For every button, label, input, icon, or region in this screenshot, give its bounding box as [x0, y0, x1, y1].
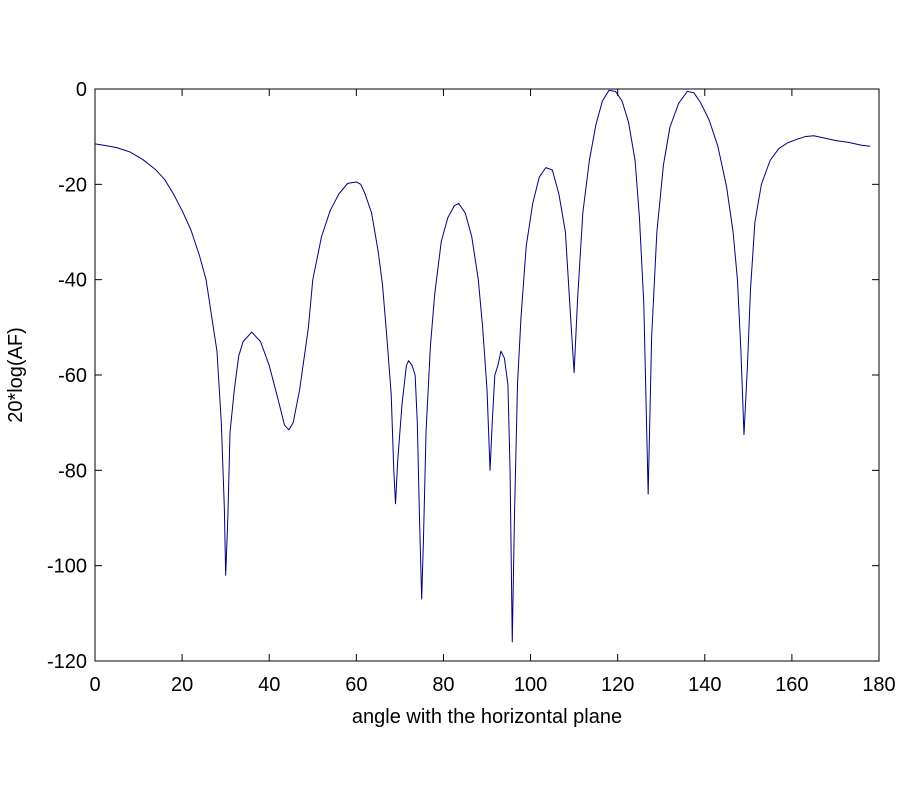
- x-tick-label: 80: [432, 674, 454, 696]
- y-tick-label: -60: [58, 365, 87, 387]
- x-tick-label: 40: [258, 674, 280, 696]
- series-line: [94, 89, 871, 643]
- x-tick-label: 100: [514, 674, 547, 696]
- y-tick-label: -40: [58, 270, 87, 292]
- data-series: [94, 89, 871, 643]
- x-tick-label: 180: [862, 674, 895, 696]
- x-tick-label: 160: [775, 674, 808, 696]
- y-axis-label: 20*log(AF): [5, 327, 27, 423]
- x-tick-label: 0: [89, 674, 100, 696]
- y-tick-label: 0: [76, 79, 87, 101]
- plot-area: [94, 88, 880, 662]
- x-tick-label: 140: [688, 674, 721, 696]
- x-tick-label: 20: [171, 674, 193, 696]
- y-tick-label: -120: [47, 651, 87, 673]
- x-tick-label: 60: [345, 674, 367, 696]
- y-tick-label: -100: [47, 556, 87, 578]
- axis-ticks: 0 20 40 60 80 100 120 140 160 180 0 -20 -40 -60 -80 -10…: [47, 79, 896, 696]
- x-axis-label: angle with the horizontal plane: [352, 706, 622, 728]
- y-tick-label: -80: [58, 460, 87, 482]
- y-tick-label: -20: [58, 174, 87, 196]
- x-tick-label: 120: [601, 674, 634, 696]
